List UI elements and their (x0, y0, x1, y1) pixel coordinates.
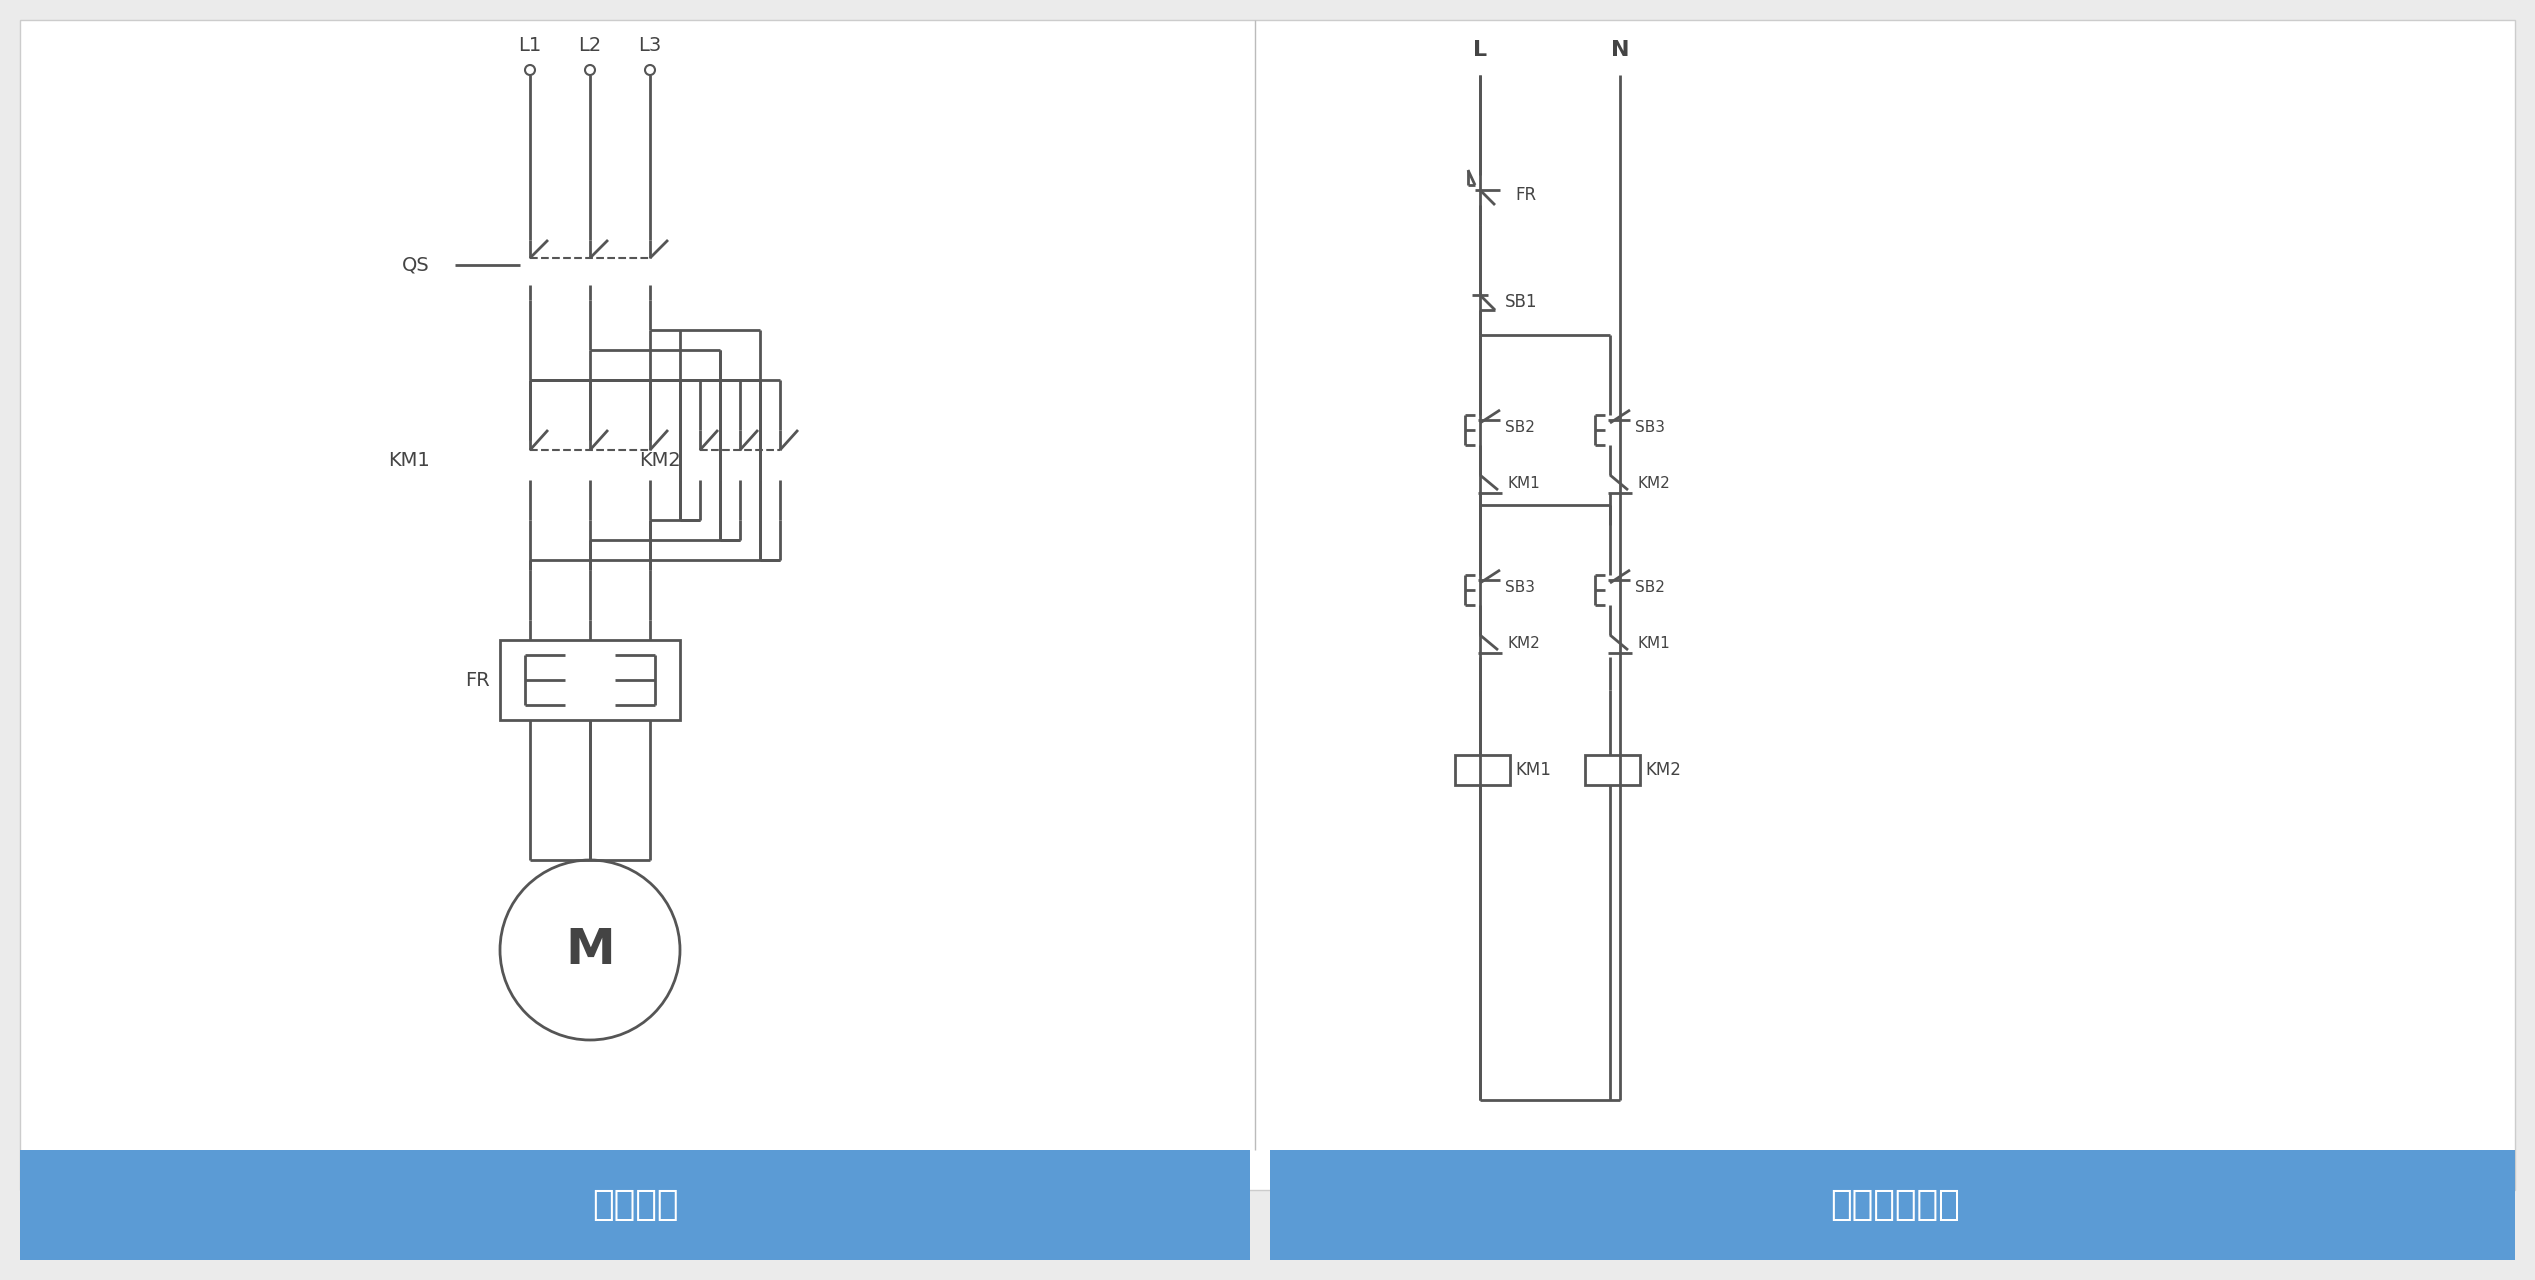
Text: SB1: SB1 (1506, 293, 1539, 311)
Text: M: M (565, 925, 616, 974)
Text: KM1: KM1 (1508, 475, 1541, 490)
Text: FR: FR (466, 671, 489, 690)
Circle shape (644, 65, 654, 76)
Bar (20, 1149, 1250, 1260)
Text: KM1: KM1 (388, 451, 431, 470)
Bar (1455, 755, 1511, 785)
Text: SB3: SB3 (1506, 580, 1536, 594)
Text: KM1: KM1 (1638, 635, 1671, 650)
Text: L2: L2 (578, 36, 601, 55)
Text: L3: L3 (639, 36, 662, 55)
Text: FR: FR (1516, 186, 1536, 204)
Text: QS: QS (403, 256, 431, 274)
Text: L: L (1473, 40, 1488, 60)
Text: KM2: KM2 (1508, 635, 1541, 650)
Text: SB3: SB3 (1635, 420, 1665, 434)
Text: KM2: KM2 (639, 451, 682, 470)
Bar (499, 640, 679, 719)
Text: 控制回路电路: 控制回路电路 (1830, 1188, 1960, 1222)
Text: KM1: KM1 (1516, 762, 1551, 780)
Circle shape (499, 860, 679, 1041)
Text: SB2: SB2 (1635, 580, 1665, 594)
Bar (1584, 755, 1640, 785)
Text: KM2: KM2 (1638, 475, 1671, 490)
Text: N: N (1610, 40, 1630, 60)
Text: SB2: SB2 (1506, 420, 1534, 434)
Circle shape (586, 65, 596, 76)
Text: 主回路图: 主回路图 (591, 1188, 679, 1222)
Bar (1270, 1149, 2515, 1260)
Text: L1: L1 (517, 36, 542, 55)
Text: KM2: KM2 (1645, 762, 1681, 780)
Circle shape (525, 65, 535, 76)
